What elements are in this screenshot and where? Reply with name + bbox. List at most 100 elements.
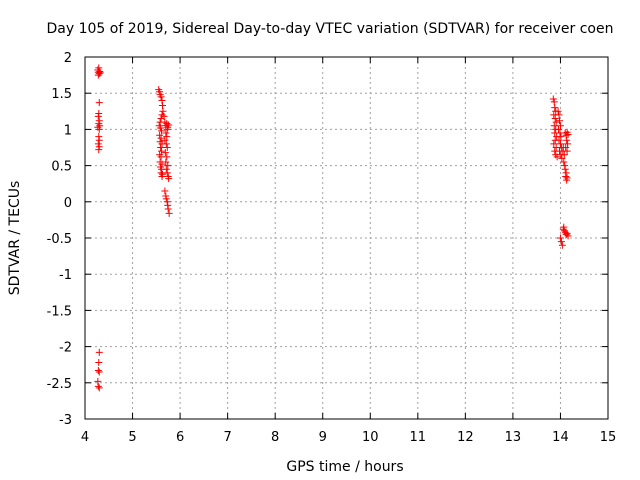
data-point: [157, 124, 165, 132]
x-tick-label: 14: [552, 430, 569, 445]
data-point: [551, 115, 559, 123]
data-point: [94, 112, 102, 120]
data-point: [553, 153, 561, 161]
x-tick-label: 15: [600, 430, 617, 445]
data-point: [161, 187, 169, 195]
data-point: [159, 107, 167, 115]
data-point: [564, 130, 572, 138]
data-point: [95, 359, 103, 367]
data-point: [165, 209, 173, 217]
data-point: [164, 162, 172, 170]
data-point: [163, 125, 171, 133]
data-point: [158, 127, 166, 135]
y-axis-title: SDTVAR / TECUs: [7, 181, 23, 296]
x-tick-label: 11: [410, 430, 427, 445]
data-point: [163, 153, 171, 161]
data-point: [550, 140, 558, 148]
data-point: [557, 133, 565, 141]
y-tick-label: 1.5: [51, 87, 72, 102]
data-point: [95, 348, 103, 356]
data-point: [162, 195, 170, 203]
data-point: [564, 232, 572, 240]
data-point: [94, 382, 102, 390]
data-point: [562, 172, 570, 180]
data-point: [555, 136, 563, 144]
data-point: [158, 172, 166, 180]
data-point: [95, 136, 103, 144]
data-point: [157, 134, 165, 142]
x-tick-label: 13: [505, 430, 522, 445]
data-point: [165, 175, 173, 183]
data-point: [560, 158, 568, 166]
data-point: [94, 71, 102, 79]
data-point: [556, 117, 564, 125]
x-tick-label: 12: [457, 430, 474, 445]
y-tick-label: -2.5: [47, 377, 72, 392]
data-point: [558, 154, 566, 162]
data-point: [549, 95, 557, 103]
chart-title: Day 105 of 2019, Sidereal Day-to-day VTE…: [47, 21, 614, 37]
data-point: [563, 147, 571, 155]
x-tick-label: 6: [176, 430, 184, 445]
data-point: [157, 144, 165, 151]
data-point: [161, 136, 169, 144]
data-point: [163, 133, 171, 141]
x-tick-label: 4: [81, 430, 89, 445]
y-tick-label: -1.5: [47, 304, 72, 319]
data-point: [560, 223, 568, 231]
y-tick-label: -2: [59, 341, 72, 356]
x-tick-label: 10: [362, 430, 379, 445]
x-tick-label: 7: [223, 430, 231, 445]
data-point: [558, 241, 566, 249]
data-point: [560, 151, 568, 159]
y-tick-labels: -3 -2.5 -2 -1.5 -1 -0.5 0 0.5 1 1.5 2: [47, 51, 72, 428]
x-tick-label: 5: [128, 430, 136, 445]
data-point: [563, 136, 571, 144]
y-tick-label: -0.5: [47, 232, 72, 247]
data-point: [556, 140, 564, 148]
y-tick-label: -1: [59, 268, 72, 283]
data-point: [162, 140, 170, 148]
x-tick-label: 8: [271, 430, 279, 445]
y-tick-label: 1: [64, 123, 72, 138]
y-tick-label: 0: [64, 196, 72, 211]
x-tick-labels: 4 5 6 7 8 9 10 11 12 13 14 15: [81, 430, 616, 445]
data-point: [562, 144, 570, 151]
data-point: [163, 169, 171, 177]
data-point: [95, 125, 103, 133]
data-point: [564, 140, 572, 148]
data-points: [94, 64, 572, 392]
data-point: [164, 205, 172, 213]
data-point: [550, 122, 558, 130]
data-point: [95, 384, 103, 392]
data-point: [95, 99, 103, 107]
y-tick-label: 0.5: [51, 160, 72, 175]
x-tick-label: 9: [319, 430, 327, 445]
data-point: [94, 366, 102, 374]
data-point: [551, 104, 559, 112]
data-point: [162, 158, 170, 166]
data-point: [95, 146, 103, 154]
data-point: [554, 107, 562, 115]
data-point: [95, 368, 103, 376]
data-point: [162, 129, 170, 137]
data-point: [156, 131, 164, 139]
data-point: [160, 112, 168, 120]
x-axis-title: GPS time / hours: [286, 459, 403, 475]
data-point: [556, 234, 564, 242]
data-point: [557, 238, 565, 246]
y-tick-label: 2: [64, 51, 72, 66]
data-point: [157, 169, 165, 177]
data-point: [162, 165, 170, 173]
data-point: [163, 144, 171, 151]
y-tick-label: -3: [59, 413, 72, 428]
data-point: [161, 149, 169, 157]
data-point: [556, 122, 564, 130]
data-point: [563, 174, 571, 182]
data-point: [157, 93, 165, 101]
data-point: [561, 165, 569, 173]
tick-marks: [84, 56, 609, 420]
data-point: [165, 121, 173, 129]
